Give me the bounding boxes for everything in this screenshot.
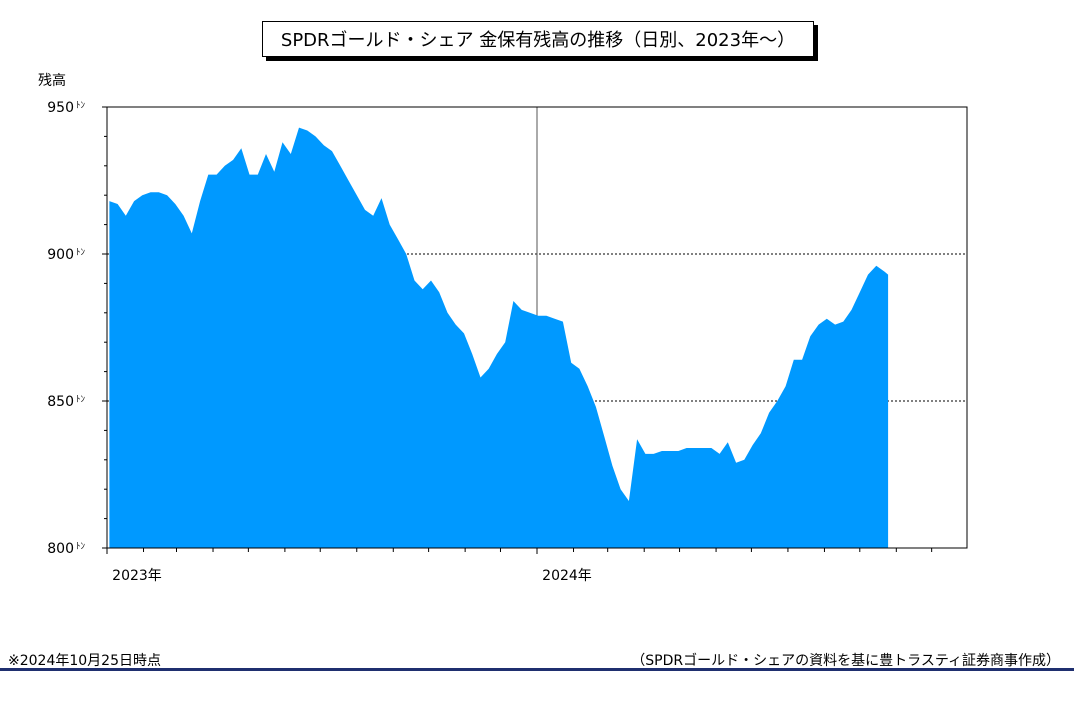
y-axis-label: 残高 (38, 73, 66, 89)
y-tick-unit: ﾄﾝ (76, 101, 86, 111)
data-layer (109, 127, 889, 548)
chart-title: SPDRゴールド・シェア 金保有残高の推移（日別、2023年～） (262, 21, 814, 57)
x-tick-label: 2024年 (542, 568, 592, 584)
y-tick-unit: ﾄﾝ (76, 542, 86, 552)
x-tick-label: 2023年 (112, 568, 162, 584)
series-area (109, 127, 889, 548)
y-tick-unit: ﾄﾝ (76, 248, 86, 258)
footer-divider (0, 668, 1074, 671)
y-tick-label-850: 850 (47, 394, 74, 410)
source-note: （SPDRゴールド・シェアの資料を基に豊トラスティ証券商事作成） (631, 653, 1060, 669)
y-tick-unit: ﾄﾝ (76, 395, 86, 405)
y-tick-label-800: 800 (47, 541, 74, 557)
footnote: ※2024年10月25日時点 (8, 653, 161, 669)
y-tick-label-950: 950 (47, 100, 74, 116)
y-tick-label-900: 900 (47, 247, 74, 263)
